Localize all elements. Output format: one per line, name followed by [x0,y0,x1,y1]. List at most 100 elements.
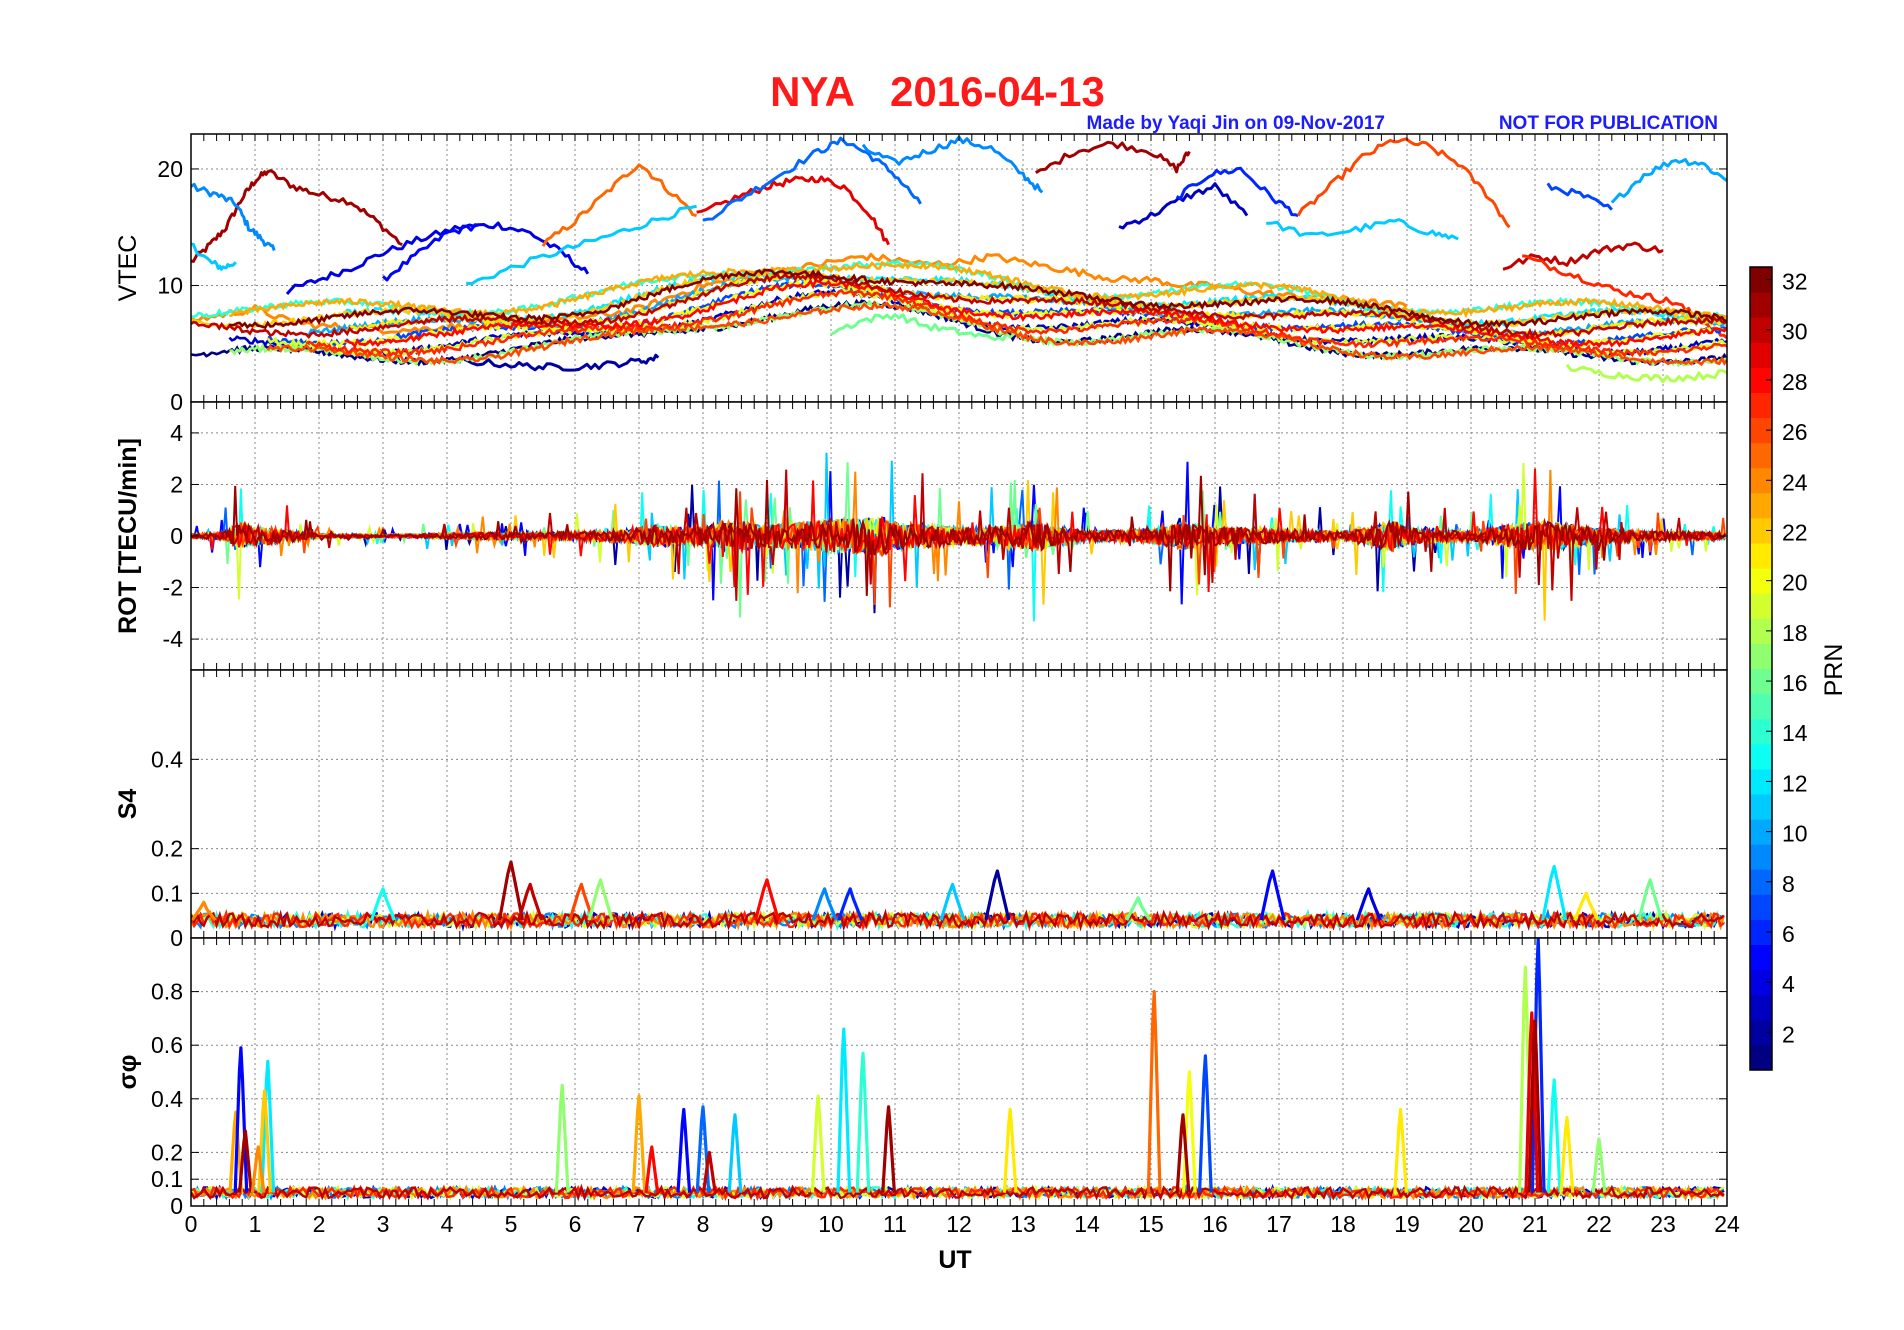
colorbar-cell [1750,668,1772,695]
vtec-trace-prn-26 [266,300,1727,367]
vtec-series-prn-6 [1175,166,1299,218]
s4-peak-prn-16 [1125,896,1152,921]
x-tick-label: 0 [185,1211,198,1237]
s4-peak-prn-5 [1259,869,1286,921]
x-tick-label: 23 [1650,1211,1676,1237]
sigma_phi-peak-prn-23 [631,1094,647,1193]
s4-peak-prn-28 [753,878,781,921]
colorbar-cell [1750,944,1772,971]
sigma_phi-ytick-label: 0.6 [151,1032,183,1058]
vtec-series-prn-31 [1035,140,1191,174]
s4-panel: 0 0.1 0.2 0.4 S4 [114,669,1728,951]
sigma_phi-peak-prn-30 [702,1150,717,1193]
colorbar-cell [1750,743,1772,770]
sigma_phi-peak-prn-20 [1182,1070,1197,1193]
colorbar-tick-label: 20 [1782,570,1808,596]
rot-series-prn-31 [191,475,1726,596]
vtec-series-prn-11 [191,242,237,271]
s4-peak-prn-17 [587,878,614,921]
colorbar-tick-label: 2 [1782,1021,1795,1047]
made-by-note: Made by Yaqi Jin on 09-Nov-2017 [1087,113,1385,134]
sigma_phi-peak-prn-14 [855,1051,871,1193]
x-tick-label: 15 [1138,1211,1164,1237]
colorbar-cell [1750,517,1772,544]
colorbar-tick-label: 28 [1782,369,1808,395]
sigma_phi-ytick-label: 0.2 [151,1139,183,1165]
x-tick-label: 7 [633,1211,646,1237]
colorbar-cell [1750,467,1772,494]
rot-ytick-label: 4 [170,420,183,446]
s4-baseline-prn-27 [191,908,1725,932]
colorbar-cell [1750,442,1772,469]
vtec-series-prn-26 [1296,137,1511,229]
colorbar-tick-label: 8 [1782,871,1795,897]
vtec-series-prn-8 [702,136,922,222]
vtec-series-prn-11 [1266,218,1459,241]
rot-ytick-label: -2 [163,575,183,601]
s4-baseline-prn-30 [191,908,1725,932]
vtec-trace-prn-23 [229,260,1727,320]
colorbar-tick-label: 24 [1782,469,1808,495]
vtec-ytick-label: 20 [157,156,183,182]
x-axis-label: UT [938,1246,971,1274]
sigma_phi-peak-prn-28 [644,1145,660,1193]
sigma_phi-peak-prn-23 [228,1110,244,1193]
rot-panel: -4 -2 0 2 4 ROT [TECU/min] [114,401,1728,671]
sigma_phi-ytick-label: 0.1 [151,1166,183,1192]
s4-ytick-label: 0.2 [151,836,183,862]
s4-peak-prn-6 [837,887,864,921]
s4-peak-prn-9 [811,887,838,921]
x-tick-label: 13 [1010,1211,1036,1237]
sigma_phi-peak-prn-21 [1002,1107,1018,1193]
x-tick-label: 11 [883,1211,907,1237]
x-tick-label: 1 [249,1211,262,1237]
sigma_phi-peak-prn-12 [836,1027,852,1193]
colorbar-cell [1750,643,1772,669]
colorbar-tick-label: 30 [1782,319,1808,345]
colorbar-cell [1750,793,1772,820]
sigma_phi-peak-prn-31 [881,1105,896,1193]
x-tick-label: 20 [1458,1211,1484,1237]
x-tick-label: 2 [313,1211,326,1237]
rot-ytick-label: 0 [170,523,183,549]
vtec-series-prn-10 [1610,158,1727,204]
colorbar-cell [1750,317,1772,343]
vtec-trace-prn-32 [229,268,1727,330]
vtec-series-prn-9 [191,182,276,251]
vtec-trace-prn-27 [305,288,1727,358]
sigma_phi-y-axis-label: σφ [114,1055,142,1090]
colorbar-cell [1750,267,1772,293]
sigma_phi-peak-prn-17 [1591,1137,1607,1193]
sigma_phi-peak-prn-31 [1175,1113,1191,1193]
rot-y-axis-label: ROT [TECU/min] [114,438,142,634]
sigma_phi-ytick-label: 0.4 [151,1086,183,1112]
colorbar-tick-label: 18 [1782,620,1808,646]
publication-notice: NOT FOR PUBLICATION [1499,113,1718,134]
x-tick-labels: 0 1 2 3 4 5 6 7 8 9 10 11 12 13 14 15 16 17 18 19 20 21 22 23 24 [185,1211,1740,1237]
x-tick-label: 22 [1586,1211,1612,1237]
s4-peak-prn-4 [1355,887,1382,921]
sigma_phi-peak-prn-31 [238,1129,253,1193]
sigma_phi-peak-prn-24 [250,1145,266,1193]
colorbar-cell [1750,392,1772,419]
s4-peak-prn-31 [497,860,525,921]
sigma_phi-peak-prn-13 [1546,1078,1562,1193]
sigma_phi-peak-prn-29 [1524,1011,1540,1193]
colorbar-cell [1750,718,1772,745]
colorbar-tick-label: 16 [1782,670,1808,696]
colorbar-tick-label: 4 [1782,971,1795,997]
colorbar-label: PRN [1820,644,1848,697]
vtec-series-prn-7 [1546,182,1613,211]
vtec-series-prn-3 [1118,182,1249,230]
vtec-panel: 0 10 20 VTEC [114,133,1728,415]
sigma_phi-baseline-prn-27 [191,1183,1725,1202]
x-tick-label: 19 [1394,1211,1420,1237]
colorbar-cell [1750,342,1772,368]
x-tick-label: 3 [377,1211,390,1237]
s4-peak-prn-26 [568,882,595,921]
colorbar-cell [1750,693,1772,720]
sigma_phi-baseline-prn-30 [191,1183,1725,1202]
s4-peak-prn-2 [984,869,1011,921]
sigma_phi-peak-prn-19 [810,1094,826,1193]
